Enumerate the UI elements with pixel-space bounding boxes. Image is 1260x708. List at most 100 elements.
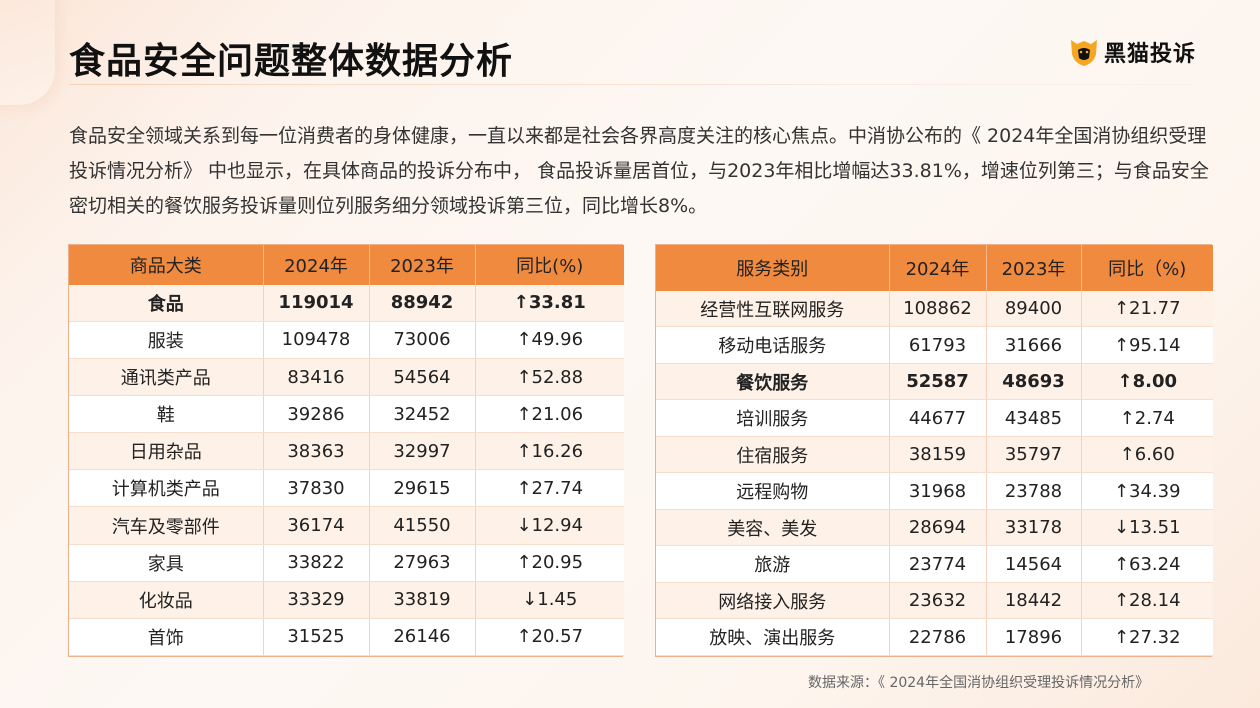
table-cell: 23632 — [889, 582, 987, 620]
table-row: 放映、演出服务 22786 17896 ↑27.32 — [656, 618, 1213, 656]
table-cell: 54564 — [369, 358, 476, 397]
column-header: 服务类别 — [656, 245, 890, 291]
table-cell: 美容、美发 — [656, 509, 890, 547]
table-row: 美容、美发 28694 33178 ↓13.51 — [656, 509, 1213, 547]
table-cell: ↑16.26 — [475, 432, 624, 471]
table-cell: ↑95.14 — [1081, 326, 1213, 364]
page-title: 食品安全问题整体数据分析 — [69, 41, 514, 82]
table-cell: 放映、演出服务 — [656, 618, 890, 656]
table-cell: ↑8.00 — [1081, 363, 1213, 401]
table-cell: 食品 — [69, 285, 264, 322]
table-row: 餐饮服务 52587 48693 ↑8.00 — [656, 363, 1213, 401]
table-cell: ↓12.94 — [475, 506, 624, 545]
table-cell: 83416 — [263, 358, 370, 397]
table-cell: ↑33.81 — [475, 285, 624, 322]
table-row: 服装 109478 73006 ↑49.96 — [69, 321, 624, 360]
cat-shield-icon — [1071, 40, 1097, 66]
table-cell: 远程购物 — [656, 472, 890, 510]
column-header: 2024年 — [889, 245, 987, 291]
table-row: 网络接入服务 23632 18442 ↑28.14 — [656, 582, 1213, 620]
table-cell: 37830 — [263, 469, 370, 508]
table-cell: 33819 — [369, 581, 476, 619]
column-header: 2024年 — [263, 245, 370, 285]
corner-decoration — [0, 0, 55, 105]
table-cell: 32997 — [369, 432, 476, 471]
table-header-row: 服务类别 2024年 2023年 同比（%) — [656, 245, 1213, 291]
table-cell: ↑2.74 — [1081, 399, 1213, 437]
table-row: 经营性互联网服务 108862 89400 ↑21.77 — [656, 291, 1213, 328]
table-row: 汽车及零部件 36174 41550 ↓12.94 — [69, 506, 624, 545]
table-cell: 首饰 — [69, 618, 264, 657]
table-cell: 35797 — [986, 436, 1082, 474]
table-cell: 29615 — [369, 469, 476, 508]
table-row: 家具 33822 27963 ↑20.95 — [69, 544, 624, 582]
table-cell: ↑49.96 — [475, 321, 624, 360]
title-divider — [69, 84, 1191, 85]
table-cell: 43485 — [986, 399, 1082, 437]
table-cell: 26146 — [369, 618, 476, 657]
table-row: 食品 119014 88942 ↑33.81 — [69, 285, 624, 322]
table-cell: 服装 — [69, 321, 264, 360]
table-cell: ↑28.14 — [1081, 582, 1213, 620]
table-cell: 17896 — [986, 618, 1082, 656]
table-cell: ↑21.77 — [1081, 291, 1213, 328]
table-cell: 48693 — [986, 363, 1082, 401]
table-cell: 汽车及零部件 — [69, 506, 264, 545]
product-complaints-table: 商品大类 2024年 2023年 同比(%) 食品 119014 88942 ↑33.… — [68, 244, 624, 657]
table-cell: 61793 — [889, 326, 987, 364]
table-cell: 住宿服务 — [656, 436, 890, 474]
table-cell: 27963 — [369, 544, 476, 582]
table-header-row: 商品大类 2024年 2023年 同比(%) — [69, 245, 624, 285]
table-row: 化妆品 33329 33819 ↓1.45 — [69, 581, 624, 619]
table-body: 经营性互联网服务 108862 89400 ↑21.77 移动电话服务 61793 3166… — [656, 291, 1213, 656]
table-cell: 14564 — [986, 545, 1082, 583]
table-row: 远程购物 31968 23788 ↑34.39 — [656, 472, 1213, 510]
table-cell: 39286 — [263, 395, 370, 434]
table-cell: ↑21.06 — [475, 395, 624, 434]
table-cell: ↑20.57 — [475, 618, 624, 657]
intro-paragraph: 食品安全领域关系到每一位消费者的身体健康，一直以来都是社会各界高度关注的核心焦点… — [69, 125, 1209, 217]
table-cell: ↑63.24 — [1081, 545, 1213, 583]
table-cell: 33329 — [263, 581, 370, 619]
table-cell: 31968 — [889, 472, 987, 510]
table-row: 计算机类产品 37830 29615 ↑27.74 — [69, 469, 624, 508]
table-cell: 52587 — [889, 363, 987, 401]
service-complaints-table: 服务类别 2024年 2023年 同比（%) 经营性互联网服务 108862 894… — [655, 244, 1213, 657]
column-header: 同比(%) — [475, 245, 624, 285]
table-cell: 化妆品 — [69, 581, 264, 619]
table-cell: 移动电话服务 — [656, 326, 890, 364]
column-header: 2023年 — [986, 245, 1082, 291]
table-cell: 31525 — [263, 618, 370, 657]
column-header: 同比（%) — [1081, 245, 1213, 291]
table-cell: 23774 — [889, 545, 987, 583]
table-row: 鞋 39286 32452 ↑21.06 — [69, 395, 624, 434]
logo-text: 黑猫投诉 — [1104, 42, 1197, 67]
table-cell: 38159 — [889, 436, 987, 474]
table-cell: 培训服务 — [656, 399, 890, 437]
table-cell: ↓13.51 — [1081, 509, 1213, 547]
table-cell: ↑6.60 — [1081, 436, 1213, 474]
table-cell: ↑52.88 — [475, 358, 624, 397]
table-cell: 36174 — [263, 506, 370, 545]
table-row: 旅游 23774 14564 ↑63.24 — [656, 545, 1213, 583]
table-cell: 119014 — [263, 285, 370, 322]
table-cell: 经营性互联网服务 — [656, 291, 890, 328]
table-body: 食品 119014 88942 ↑33.81 服装 109478 73006 ↑49.96 通讯… — [69, 285, 624, 657]
table-row: 移动电话服务 61793 31666 ↑95.14 — [656, 326, 1213, 364]
table-cell: 日用杂品 — [69, 432, 264, 471]
brand-logo: 黑猫投诉 — [1068, 36, 1196, 68]
table-cell: 88942 — [369, 285, 476, 322]
table-cell: ↑27.32 — [1081, 618, 1213, 656]
table-cell: 通讯类产品 — [69, 358, 264, 397]
table-cell: 33822 — [263, 544, 370, 582]
table-row: 首饰 31525 26146 ↑20.57 — [69, 618, 624, 657]
table-row: 住宿服务 38159 35797 ↑6.60 — [656, 436, 1213, 474]
table-cell: ↓1.45 — [475, 581, 624, 619]
table-cell: 109478 — [263, 321, 370, 360]
table-row: 日用杂品 38363 32997 ↑16.26 — [69, 432, 624, 471]
table-cell: 餐饮服务 — [656, 363, 890, 401]
table-cell: 41550 — [369, 506, 476, 545]
data-source-note: 数据来源：《 2024年全国消协组织受理投诉情况分析》 — [808, 675, 1150, 691]
table-cell: 22786 — [889, 618, 987, 656]
table-cell: 89400 — [986, 291, 1082, 328]
